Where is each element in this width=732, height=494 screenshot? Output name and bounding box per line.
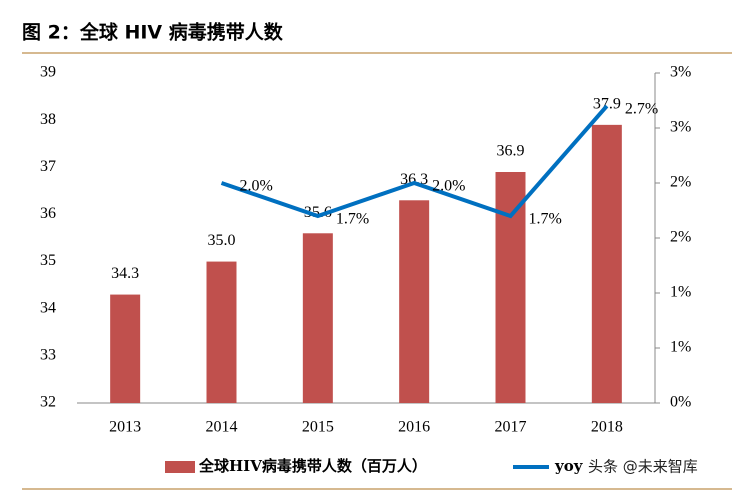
y-tick-label: 36 [40, 205, 56, 222]
y2-tick-label: 3% [670, 119, 691, 136]
bar-value-label: 35.6 [304, 204, 332, 221]
y2-tick-label: 2% [670, 229, 691, 246]
legend-swatch [165, 461, 195, 473]
y-tick-label: 35 [40, 252, 56, 269]
watermark: 头条 @未来智库 [588, 458, 698, 476]
x-tick-label: 2014 [206, 419, 238, 436]
line-value-label: 2.0% [240, 178, 273, 195]
chart-title: 图 2：全球 HIV 病毒携带人数 [22, 21, 284, 44]
bar-value-label: 36.9 [497, 143, 525, 160]
bar [206, 261, 237, 403]
y2-tick-label: 2% [670, 174, 691, 191]
line-value-label: 2.7% [625, 101, 658, 118]
bar [302, 233, 333, 403]
x-tick-label: 2018 [591, 419, 623, 436]
legend-label: yoy [554, 457, 584, 475]
y2-tick-label: 0% [670, 394, 691, 411]
y-tick-label: 34 [40, 299, 56, 316]
legend-label: 全球HIV病毒携带人数（百万人） [198, 457, 427, 475]
line [220, 104, 609, 219]
y2-tick-label: 1% [670, 284, 691, 301]
bar-value-label: 35.0 [208, 232, 236, 249]
x-tick-label: 2016 [398, 419, 430, 436]
line-value-label: 2.0% [432, 178, 465, 195]
y2-tick-label: 1% [670, 339, 691, 356]
line-value-label: 1.7% [529, 211, 562, 228]
bar [110, 294, 141, 403]
bar [591, 124, 622, 403]
bar [399, 200, 430, 403]
x-tick-label: 2015 [302, 419, 334, 436]
x-tick-label: 2013 [109, 419, 141, 436]
y-tick-label: 33 [40, 347, 56, 364]
y2-tick-label: 3% [670, 64, 691, 81]
line-value-label: 1.7% [336, 211, 369, 228]
y-tick-label: 39 [40, 64, 56, 81]
y-tick-label: 32 [40, 394, 56, 411]
y-tick-label: 38 [40, 111, 56, 128]
y-tick-label: 37 [40, 158, 56, 175]
x-tick-label: 2017 [495, 419, 527, 436]
bar-value-label: 37.9 [593, 96, 621, 113]
bar-value-label: 34.3 [111, 265, 139, 282]
